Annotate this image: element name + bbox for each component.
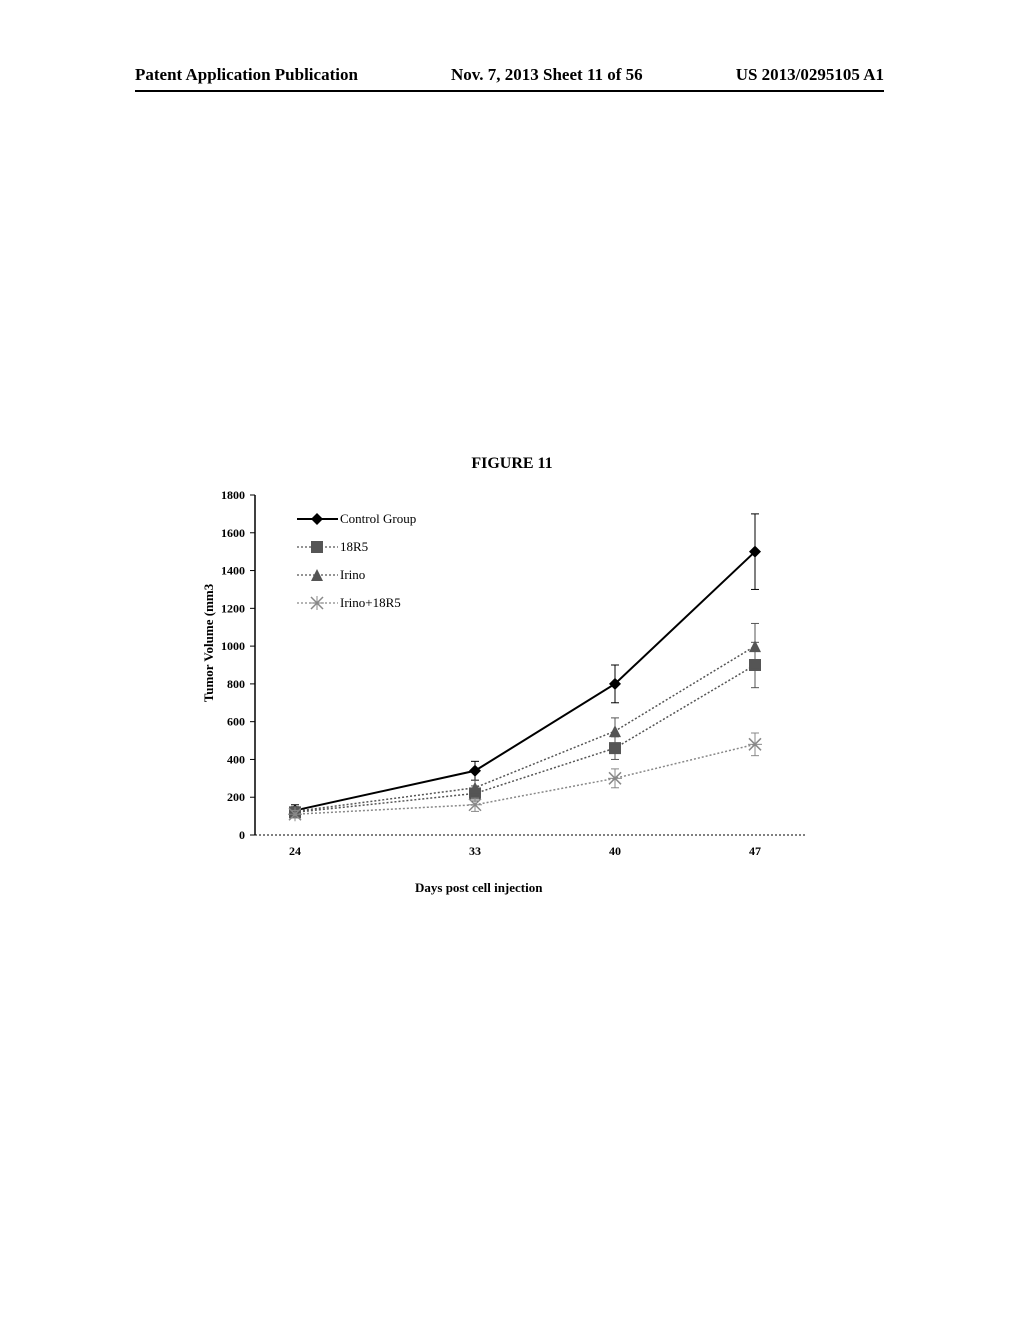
legend-marker-icon (295, 540, 340, 554)
svg-text:33: 33 (469, 844, 481, 858)
legend-label: 18R5 (340, 533, 368, 561)
legend-item: 18R5 (295, 533, 416, 561)
svg-text:0: 0 (239, 828, 245, 842)
svg-text:1600: 1600 (221, 526, 245, 540)
legend-label: Control Group (340, 505, 416, 533)
legend-item: Control Group (295, 505, 416, 533)
legend-label: Irino+18R5 (340, 589, 401, 617)
header-right: US 2013/0295105 A1 (736, 65, 884, 85)
svg-text:200: 200 (227, 790, 245, 804)
svg-text:400: 400 (227, 752, 245, 766)
x-axis-label: Days post cell injection (415, 880, 542, 896)
svg-text:1000: 1000 (221, 639, 245, 653)
legend-item: Irino+18R5 (295, 589, 416, 617)
legend-marker-icon (295, 568, 340, 582)
legend-label: Irino (340, 561, 365, 589)
chart-container: 0 200 400 600 800 1000 1200 1400 1600 1800 24 33 40 4… (195, 485, 815, 875)
page-header: Patent Application Publication Nov. 7, 2… (0, 65, 1024, 85)
svg-text:47: 47 (749, 844, 761, 858)
svg-text:800: 800 (227, 677, 245, 691)
svg-text:600: 600 (227, 715, 245, 729)
header-left: Patent Application Publication (135, 65, 358, 85)
svg-text:1200: 1200 (221, 601, 245, 615)
svg-text:40: 40 (609, 844, 621, 858)
legend-marker-icon (295, 512, 340, 526)
legend-item: Irino (295, 561, 416, 589)
legend-marker-icon (295, 596, 340, 610)
figure-title: FIGURE 11 (0, 455, 1024, 473)
svg-text:1400: 1400 (221, 564, 245, 578)
svg-text:24: 24 (289, 844, 301, 858)
header-rule (135, 90, 884, 92)
line-chart: 0 200 400 600 800 1000 1200 1400 1600 1800 24 33 40 4… (195, 485, 815, 875)
header-center: Nov. 7, 2013 Sheet 11 of 56 (451, 65, 643, 85)
svg-text:1800: 1800 (221, 488, 245, 502)
chart-legend: Control Group18R5IrinoIrino+18R5 (295, 505, 416, 617)
